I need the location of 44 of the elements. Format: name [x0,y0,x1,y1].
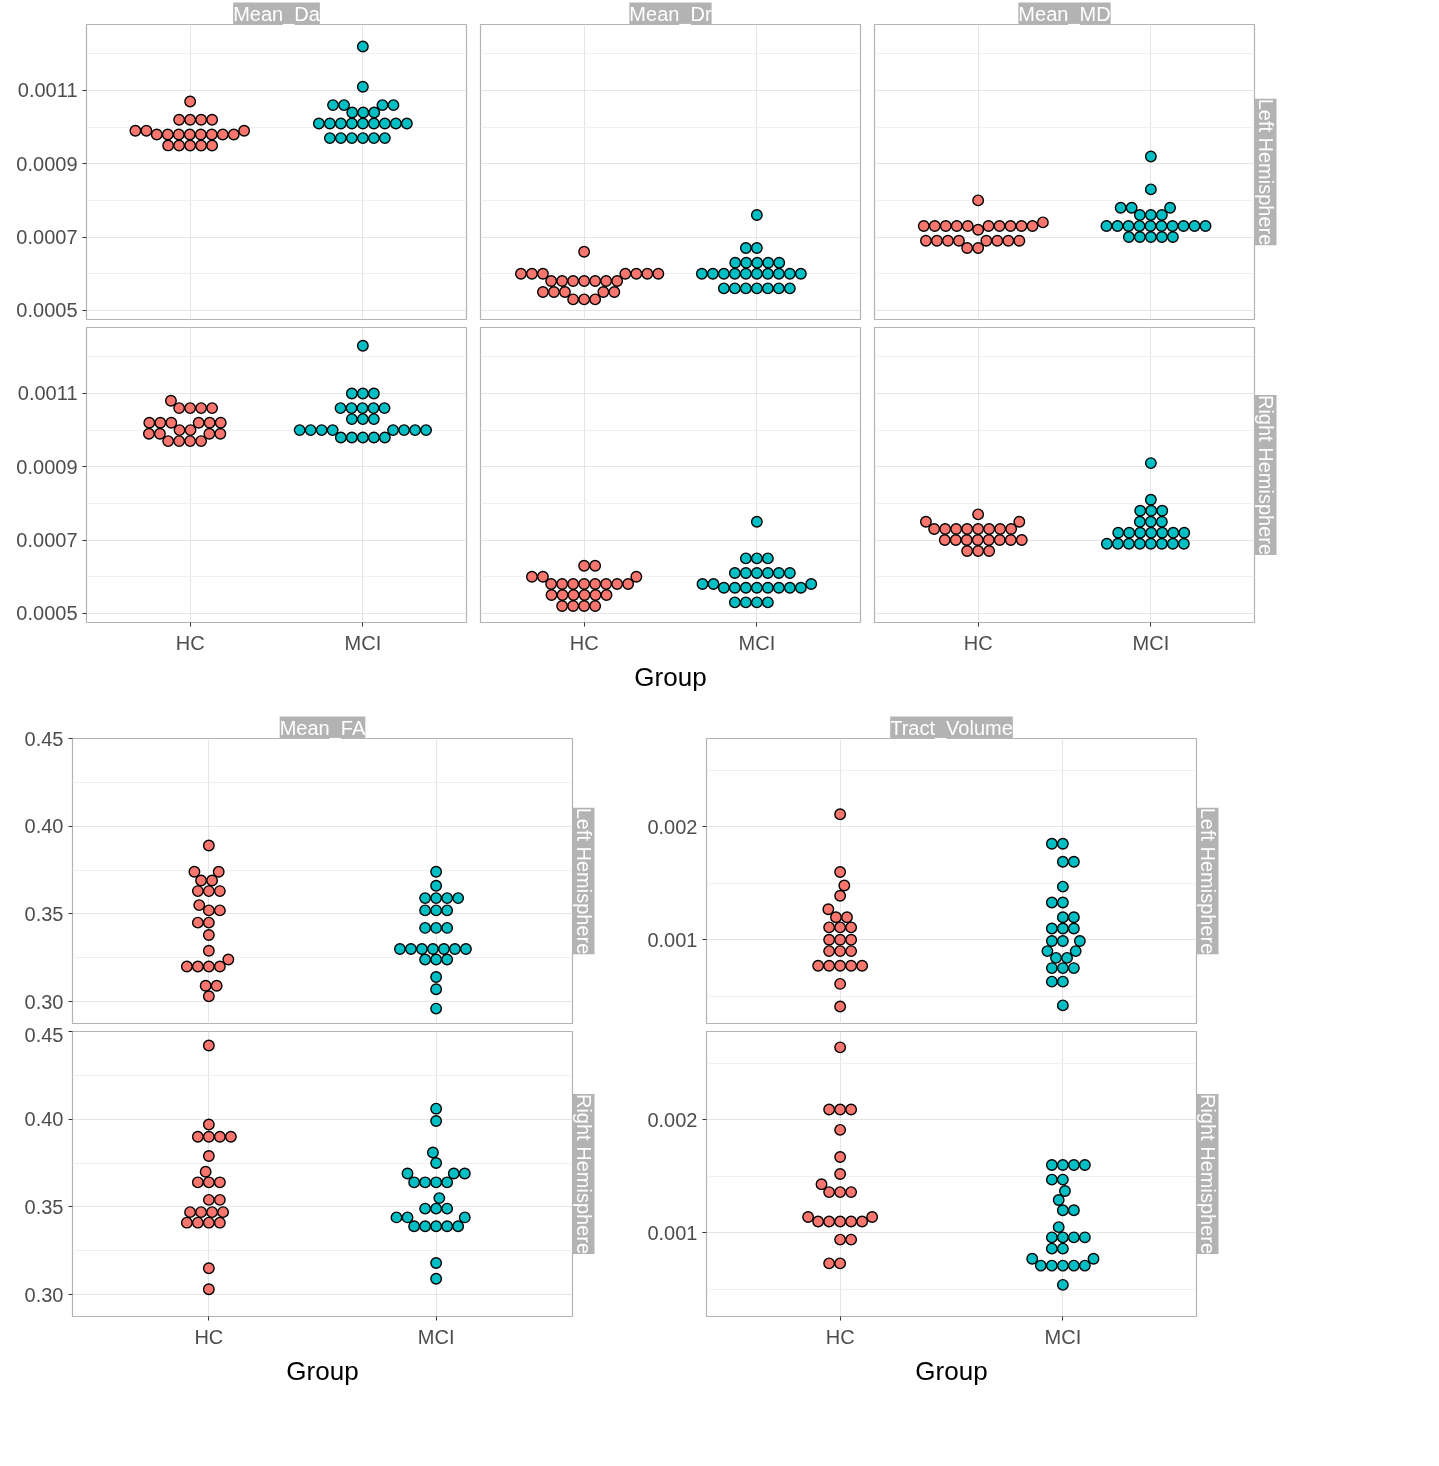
y-tick-label: 0.0007 [16,529,78,552]
chart-title: Mean_FA [279,716,366,740]
y-tick-label: 0.40 [24,815,64,838]
y-tick-label: 0.0007 [16,226,78,249]
x-tick-label: MCI [1044,1325,1082,1348]
y-tick-label: 0.0005 [16,299,78,322]
y-tick-label: 0.30 [24,990,64,1013]
annotation: Right Hemisphere [1196,1093,1219,1255]
chart-title: Mean_Da [233,2,321,26]
y-tick-label: 0.0011 [17,79,78,102]
annotation: Left Hemisphere [572,807,595,955]
y-tick-label: 0.0005 [16,602,78,625]
y-tick-label: 0.45 [24,1023,64,1046]
x-axis-title: Group [915,1355,988,1386]
x-tick-label: MCI [417,1325,455,1348]
y-tick-label: 0.002 [647,1108,698,1131]
y-tick-label: 0.0011 [17,382,78,405]
y-tick-label: 0.35 [24,902,64,925]
y-tick-label: 0.0009 [16,152,78,175]
y-tick-label: 0.001 [647,1221,698,1244]
x-tick-label: HC [825,1325,855,1348]
x-axis-title: Group [634,661,707,692]
chart-title: Mean_MD [1018,2,1111,26]
x-axis-title: Group [286,1355,359,1386]
y-tick-label: 0.45 [24,727,64,750]
y-tick-label: 0.30 [24,1283,64,1306]
y-tick-label: 0.0009 [16,455,78,478]
x-tick-label: HC [175,631,205,654]
y-tick-label: 0.001 [647,928,698,951]
chart-title: Mean_Dr [629,2,712,26]
x-tick-label: HC [569,631,599,654]
x-tick-label: MCI [344,631,382,654]
annotation: Right Hemisphere [1254,394,1277,556]
annotation: Right Hemisphere [572,1093,595,1255]
x-tick-label: MCI [1132,631,1170,654]
annotation: Left Hemisphere [1196,807,1219,955]
x-tick-label: HC [963,631,993,654]
annotation: Left Hemisphere [1254,98,1277,246]
y-tick-label: 0.40 [24,1108,64,1131]
x-tick-label: HC [194,1325,224,1348]
chart-title: Tract_Volume [890,716,1013,740]
y-tick-label: 0.002 [647,815,698,838]
y-tick-label: 0.35 [24,1195,64,1218]
x-tick-label: MCI [738,631,776,654]
